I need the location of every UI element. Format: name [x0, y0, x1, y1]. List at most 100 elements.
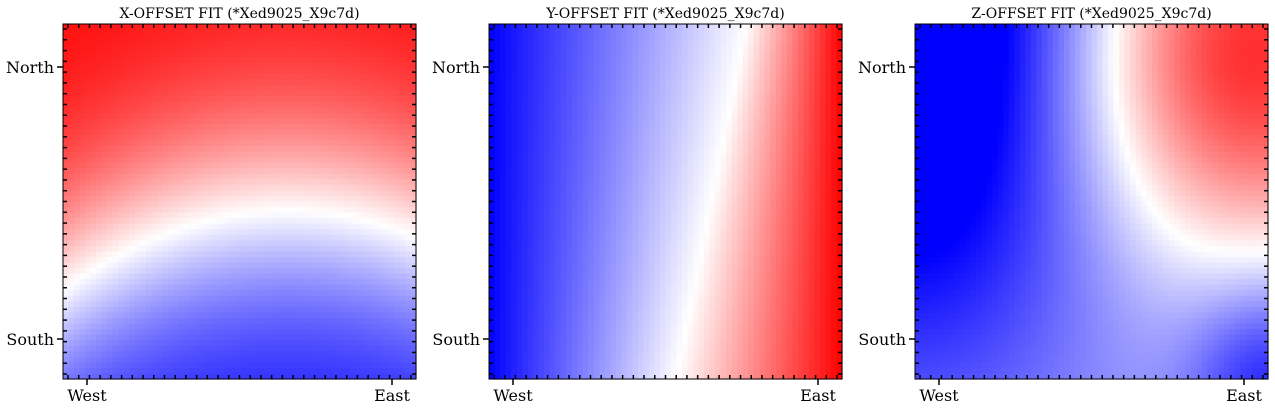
- heatmap-cell: [118, 334, 125, 341]
- heatmap-cell: [522, 90, 529, 97]
- heatmap-cell: [349, 201, 356, 208]
- heatmap-cell: [344, 207, 351, 214]
- heatmap-cell: [261, 118, 268, 125]
- heatmap-cell: [371, 329, 378, 336]
- heatmap-cell: [107, 212, 114, 219]
- heatmap-cell: [682, 24, 689, 31]
- heatmap-cell: [145, 85, 152, 92]
- heatmap-cell: [217, 279, 224, 286]
- heatmap-cell: [327, 345, 334, 352]
- heatmap-cell: [206, 317, 213, 325]
- heatmap-cell: [393, 112, 401, 119]
- heatmap-cell: [676, 51, 683, 58]
- heatmap-cell: [74, 340, 81, 347]
- heatmap-cell: [566, 35, 573, 42]
- heatmap-cell: [577, 51, 584, 58]
- heatmap-cell: [283, 262, 290, 269]
- heatmap-cell: [195, 256, 202, 264]
- heatmap-cell: [322, 57, 329, 64]
- heatmap-cell: [382, 24, 390, 31]
- heatmap-cell: [129, 312, 136, 319]
- heatmap-cell: [764, 85, 771, 92]
- heatmap-cell: [256, 173, 263, 180]
- heatmap-cell: [140, 173, 147, 180]
- heatmap-cell: [79, 373, 86, 380]
- heatmap-cell: [112, 157, 119, 164]
- heatmap-cell: [217, 51, 224, 58]
- heatmap-cell: [96, 301, 103, 308]
- heatmap-cell: [643, 85, 650, 92]
- heatmap-cell: [371, 351, 378, 358]
- heatmap-cell: [393, 184, 401, 192]
- heatmap-cell: [217, 151, 224, 158]
- heatmap-cell: [178, 46, 185, 53]
- heatmap-cell: [211, 218, 219, 225]
- heatmap-cell: [382, 251, 390, 258]
- heatmap-cell: [74, 123, 81, 130]
- heatmap-cell: [283, 306, 290, 314]
- heatmap-cell: [294, 140, 301, 147]
- heatmap-cell: [118, 262, 125, 269]
- heatmap-cell: [228, 290, 235, 297]
- heatmap-cell: [388, 312, 395, 319]
- heatmap-cell: [134, 73, 141, 81]
- heatmap-cell: [349, 218, 356, 225]
- heatmap-cell: [151, 162, 158, 169]
- heatmap-cell: [206, 157, 213, 164]
- heatmap-cell: [764, 24, 771, 31]
- heatmap-cell: [206, 51, 213, 58]
- heatmap-cell: [206, 212, 213, 219]
- heatmap-cell: [775, 57, 782, 64]
- heatmap-cell: [167, 57, 174, 64]
- heatmap-cell: [305, 73, 312, 81]
- heatmap-cell: [140, 262, 147, 269]
- heatmap-cell: [289, 334, 296, 341]
- heatmap-cell: [399, 218, 406, 225]
- heatmap-cell: [239, 312, 246, 319]
- heatmap-cell: [68, 262, 75, 269]
- heatmap-cell: [377, 212, 384, 219]
- heatmap-cell: [256, 223, 263, 230]
- heatmap-cell: [90, 184, 97, 192]
- heatmap-cell: [256, 40, 263, 47]
- heatmap-cell: [162, 112, 169, 119]
- heatmap-cell: [388, 218, 395, 225]
- heatmap-cell: [267, 62, 274, 69]
- heatmap-cell: [261, 173, 268, 180]
- heatmap-cell: [726, 40, 733, 47]
- heatmap-cell: [261, 35, 268, 42]
- heatmap-cell: [151, 35, 158, 42]
- heatmap-cell: [338, 312, 345, 319]
- heatmap-cell: [300, 123, 307, 130]
- heatmap-cell: [140, 345, 147, 352]
- heatmap-cell: [129, 256, 136, 264]
- heatmap-cell: [555, 46, 562, 53]
- heatmap-cell: [355, 367, 362, 375]
- heatmap-cell: [404, 334, 412, 341]
- heatmap-cell: [79, 329, 86, 336]
- heatmap-cell: [140, 245, 147, 253]
- heatmap-cell: [129, 35, 136, 42]
- heatmap-cell: [836, 85, 843, 92]
- heatmap-cell: [140, 162, 147, 169]
- heatmap-cell: [322, 195, 329, 203]
- heatmap-cell: [189, 284, 196, 291]
- heatmap-cell: [63, 118, 70, 125]
- heatmap-cell: [388, 195, 395, 203]
- heatmap-cell: [338, 240, 345, 247]
- heatmap-cell: [178, 351, 185, 358]
- heatmap-cell: [382, 107, 390, 114]
- heatmap-cell: [123, 218, 130, 225]
- heatmap-cell: [399, 201, 406, 208]
- heatmap-cell: [327, 295, 334, 302]
- heatmap-cell: [593, 40, 600, 47]
- heatmap-cell: [74, 173, 81, 180]
- heatmap-cell: [134, 40, 141, 47]
- heatmap-cell: [272, 51, 279, 58]
- heatmap-cell: [217, 207, 224, 214]
- heatmap-cell: [206, 273, 213, 280]
- heatmap-cell: [399, 40, 406, 47]
- heatmap-cell: [803, 96, 810, 103]
- heatmap-cell: [245, 234, 252, 241]
- heatmap-cell: [566, 68, 573, 75]
